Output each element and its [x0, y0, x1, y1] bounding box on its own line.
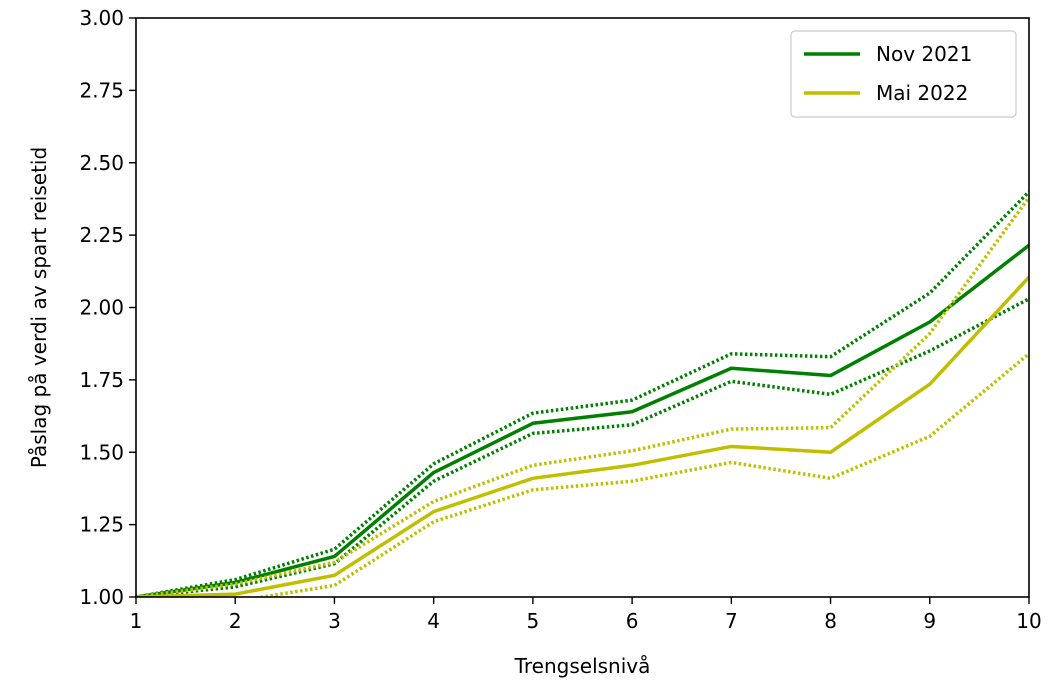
legend-label-nov-2021: Nov 2021 — [876, 42, 972, 66]
x-tick-label-7: 7 — [725, 609, 738, 633]
series-group — [136, 190, 1029, 597]
legend-label-mai-2022: Mai 2022 — [876, 81, 968, 105]
series-mai-2022-upper-bound — [136, 196, 1029, 597]
y-tick-label-3.00: 3.00 — [79, 6, 124, 30]
legend: Nov 2021 Mai 2022 — [790, 30, 1017, 118]
series-mai-2022-lower-bound — [136, 352, 1029, 597]
x-axis-ticks: 1 2 3 4 5 6 7 8 9 10 — [130, 597, 1042, 633]
series-nov-2021-line — [136, 243, 1029, 597]
x-tick-label-2: 2 — [229, 609, 242, 633]
y-tick-label-1.00: 1.00 — [79, 585, 124, 609]
y-tick-label-2.50: 2.50 — [79, 151, 124, 175]
x-tick-label-5: 5 — [527, 609, 540, 633]
y-tick-label-2.00: 2.00 — [79, 296, 124, 320]
series-mai-2022-line — [136, 275, 1029, 597]
x-tick-label-3: 3 — [328, 609, 341, 633]
x-tick-label-4: 4 — [427, 609, 440, 633]
plot-area — [136, 190, 1029, 597]
y-axis-ticks: 1.00 1.25 1.50 1.75 2.00 2.25 2.50 2.75 3.00 — [79, 6, 136, 609]
y-tick-label-1.50: 1.50 — [79, 440, 124, 464]
x-tick-label-8: 8 — [824, 609, 837, 633]
x-tick-label-6: 6 — [626, 609, 639, 633]
series-nov-2021-upper-bound — [136, 190, 1029, 597]
x-tick-label-10: 10 — [1016, 609, 1041, 633]
y-tick-label-1.75: 1.75 — [79, 368, 124, 392]
y-tick-label-2.25: 2.25 — [79, 223, 124, 247]
x-axis-label: Trengselsnivå — [514, 654, 651, 678]
x-tick-label-9: 9 — [923, 609, 936, 633]
y-tick-label-2.75: 2.75 — [79, 78, 124, 102]
series-nov-2021-lower-bound — [136, 297, 1029, 597]
y-tick-label-1.25: 1.25 — [79, 513, 124, 537]
x-tick-label-1: 1 — [130, 609, 143, 633]
plot-frame — [135, 17, 1030, 598]
y-axis-label: Påslag på verdi av spart reisetid — [27, 147, 51, 468]
